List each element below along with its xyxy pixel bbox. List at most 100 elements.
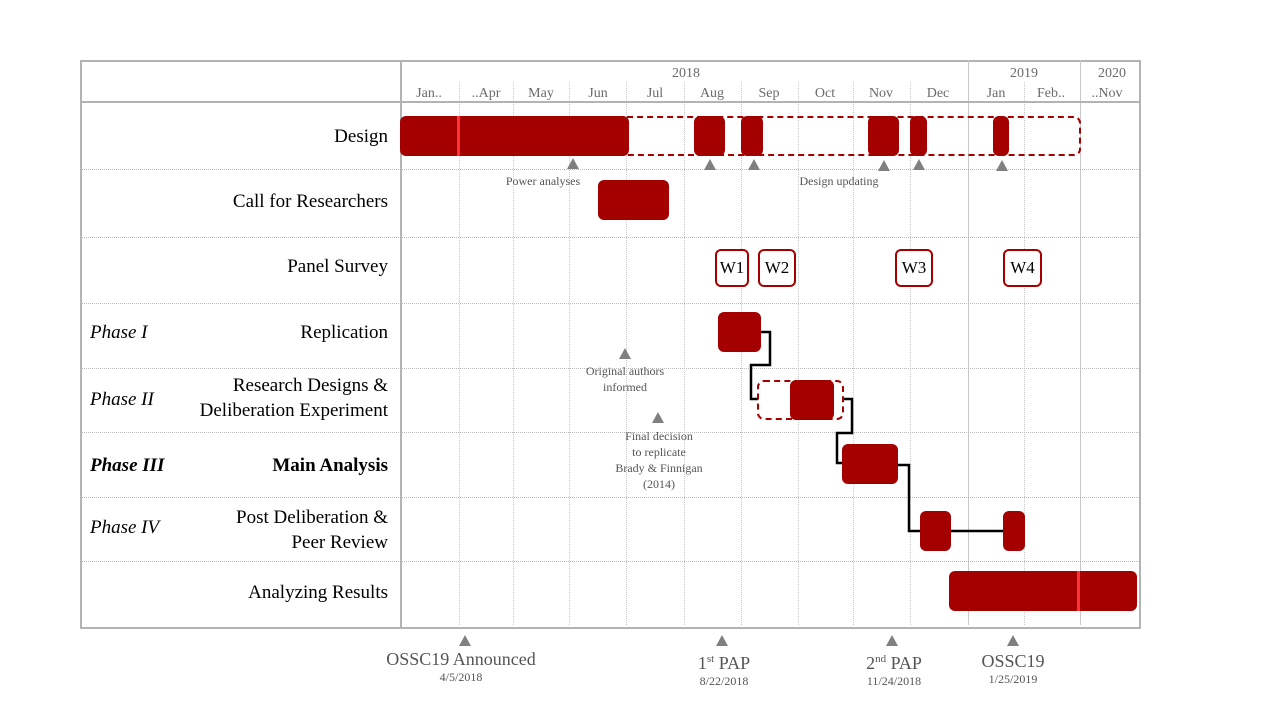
note-original-authors-informed: informed xyxy=(603,380,647,394)
year-label: 2018 xyxy=(672,66,700,81)
marker-triangle-icon xyxy=(913,159,925,170)
analyzing-results-bar xyxy=(949,571,1137,611)
phase-label: Phase III xyxy=(90,455,165,476)
month-label: Feb.. xyxy=(1037,86,1065,101)
chart-frame xyxy=(80,60,1141,629)
month-label: Jul xyxy=(646,86,664,101)
gridline xyxy=(513,82,514,625)
milestone-label: 1st PAP xyxy=(697,653,751,673)
header-divider xyxy=(80,101,1139,103)
row-label-research-designs: Research Designs & xyxy=(232,375,388,396)
month-label: Oct xyxy=(814,86,836,101)
gridline xyxy=(741,82,742,625)
analyzing-results-marker xyxy=(1077,571,1080,611)
milestone-label: OSSC19 xyxy=(981,651,1045,671)
marker-triangle-icon xyxy=(996,160,1008,171)
year-divider xyxy=(1080,60,1081,625)
month-label: Jan xyxy=(986,86,1006,101)
phase-label: Phase I xyxy=(90,322,148,343)
gridline xyxy=(798,82,799,625)
note-brady-finnigan: Brady & Finnigan xyxy=(615,461,703,475)
replication-bar xyxy=(718,312,761,352)
research-design-bar xyxy=(790,380,834,420)
month-label: Aug xyxy=(699,86,725,101)
milestone-ossc19: OSSC19 1/25/2019 xyxy=(981,651,1044,687)
design-bar xyxy=(400,116,629,156)
phase-label: Phase IV xyxy=(90,517,160,538)
year-label: 2019 xyxy=(1010,66,1038,81)
year-divider xyxy=(968,60,969,625)
milestone-triangle-icon xyxy=(1007,635,1019,646)
post-deliberation-bar xyxy=(920,511,951,551)
row-divider xyxy=(80,432,1139,433)
wave-box: W3 xyxy=(895,249,933,287)
milestone-label: 2nd PAP xyxy=(866,653,922,673)
marker-triangle-icon xyxy=(704,159,716,170)
main-analysis-bar xyxy=(842,444,898,484)
design-bar-marker xyxy=(457,116,460,156)
month-label: May xyxy=(528,86,554,101)
gridline xyxy=(684,82,685,625)
milestone-triangle-icon xyxy=(716,635,728,646)
marker-triangle-icon xyxy=(748,159,760,170)
row-divider xyxy=(80,303,1139,304)
month-label: Nov xyxy=(868,86,894,101)
row-label-deliberation-experiment: Deliberation Experiment xyxy=(199,400,388,421)
milestone-label: OSSC19 Announced xyxy=(386,649,536,669)
row-label-main-analysis: Main Analysis xyxy=(272,455,388,476)
design-bar xyxy=(868,116,899,156)
note-to-replicate: to replicate xyxy=(632,445,686,459)
marker-triangle-icon xyxy=(567,158,579,169)
peer-review-bar xyxy=(1003,511,1025,551)
gridline xyxy=(569,82,570,625)
row-label-post-deliberation: Post Deliberation & xyxy=(236,507,388,528)
milestone-first-pap: 1st PAP 8/22/2018 xyxy=(698,649,750,689)
row-divider xyxy=(80,561,1139,562)
marker-triangle-icon xyxy=(619,348,631,359)
row-divider xyxy=(80,237,1139,238)
design-bar xyxy=(910,116,927,156)
gridline xyxy=(1024,82,1025,625)
month-label: Jun xyxy=(588,86,608,101)
month-label: ..Nov xyxy=(1091,86,1123,101)
row-divider xyxy=(80,497,1139,498)
design-bar xyxy=(993,116,1009,156)
milestone-second-pap: 2nd PAP 11/24/2018 xyxy=(866,649,922,689)
row-label-analyzing-results: Analyzing Results xyxy=(248,582,388,603)
milestone-triangle-icon xyxy=(459,635,471,646)
month-label: Sep xyxy=(758,86,780,101)
marker-triangle-icon xyxy=(652,412,664,423)
year-label: 2020 xyxy=(1098,66,1126,81)
row-label-design: Design xyxy=(334,126,388,147)
milestone-date: 8/22/2018 xyxy=(699,674,749,688)
note-design-updating: Design updating xyxy=(799,174,879,188)
milestone-date: 4/5/2018 xyxy=(439,670,483,684)
row-label-replication: Replication xyxy=(300,322,388,343)
row-divider xyxy=(80,368,1139,369)
design-bar xyxy=(741,116,763,156)
note-final-decision: Final decision xyxy=(625,429,693,443)
note-original-authors: Original authors xyxy=(585,364,665,378)
design-bar xyxy=(694,116,725,156)
milestone-ossc19-announced: OSSC19 Announced 4/5/2018 xyxy=(386,649,536,685)
gridline xyxy=(910,82,911,625)
phase-label: Phase II xyxy=(90,389,154,410)
wave-box: W4 xyxy=(1003,249,1042,287)
wave-box: W2 xyxy=(758,249,796,287)
gridline xyxy=(853,82,854,625)
month-label: Jan.. xyxy=(416,86,442,101)
label-column-divider xyxy=(400,60,402,627)
marker-triangle-icon xyxy=(878,160,890,171)
milestone-date: 11/24/2018 xyxy=(866,674,922,688)
wave-box: W1 xyxy=(715,249,749,287)
row-divider xyxy=(80,169,1139,170)
call-for-researchers-bar xyxy=(598,180,669,220)
milestone-date: 1/25/2019 xyxy=(988,672,1038,686)
note-power-analyses: Power analyses xyxy=(505,174,581,188)
note-year-2014: (2014) xyxy=(643,477,675,491)
month-label: ..Apr xyxy=(471,86,501,101)
month-label: Dec xyxy=(926,86,950,101)
gridline xyxy=(459,82,460,625)
milestone-triangle-icon xyxy=(886,635,898,646)
